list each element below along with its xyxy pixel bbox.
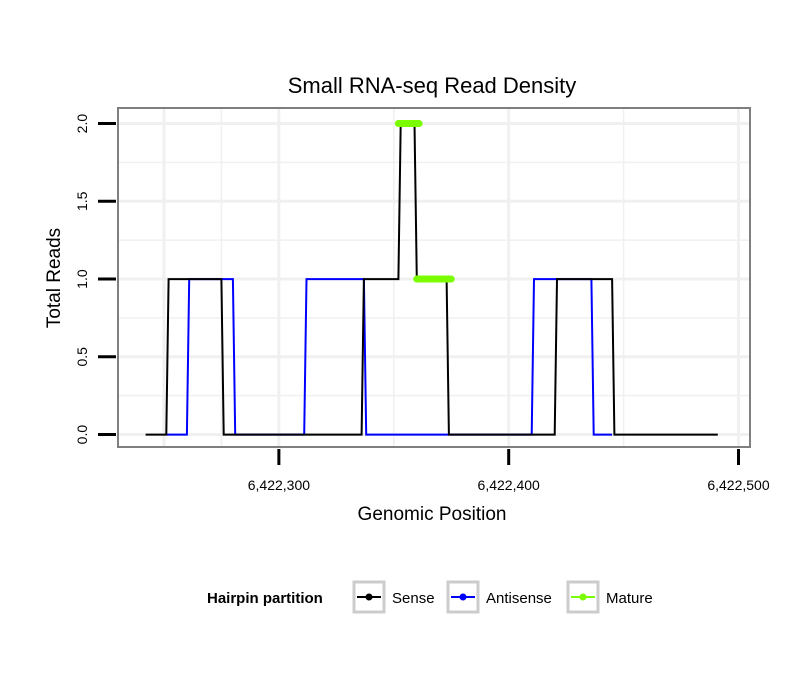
y-tick-label: 2.0 [74, 114, 90, 134]
x-axis: 6,422,300 6,422,400 6,422,500 [248, 449, 770, 493]
legend-entry-mature: Mature [566, 580, 653, 614]
x-axis-title: Genomic Position [358, 504, 507, 525]
x-tick-label: 6,422,400 [478, 477, 540, 493]
legend-entry-sense: Sense [352, 580, 435, 614]
y-tick-label: 1.0 [74, 269, 90, 289]
plot-panel [117, 107, 751, 448]
series-group [145, 120, 718, 436]
legend-label: Sense [392, 590, 435, 607]
legend-key [566, 580, 600, 614]
legend-entry-antisense: Antisense [446, 580, 552, 614]
y-tick-label: 0.5 [74, 347, 90, 367]
legend-label: Antisense [486, 590, 552, 607]
x-tick-label: 6,422,300 [248, 477, 310, 493]
y-tick-label: 0.0 [74, 425, 90, 445]
y-axis-title: Total Reads [44, 228, 65, 328]
y-axis: 0.0 0.5 1.0 1.5 2.0 [74, 114, 116, 445]
legend-label: Mature [606, 590, 653, 607]
y-tick-label: 1.5 [74, 191, 90, 211]
legend: Hairpin partition Sense Antisense Mature [207, 580, 653, 614]
legend-key-point [579, 593, 587, 601]
chart-title: Small RNA-seq Read Density [288, 73, 577, 98]
legend-key-point [459, 593, 467, 601]
x-tick-label: 6,422,500 [707, 477, 769, 493]
legend-key-point [365, 593, 373, 601]
legend-title: Hairpin partition [207, 590, 323, 607]
